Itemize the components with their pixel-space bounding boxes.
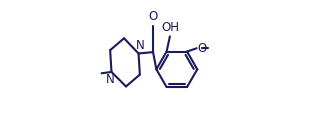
Text: OH: OH: [161, 21, 179, 34]
Text: O: O: [197, 42, 206, 55]
Text: O: O: [149, 10, 158, 23]
Text: N: N: [106, 73, 114, 86]
Text: N: N: [136, 39, 144, 52]
